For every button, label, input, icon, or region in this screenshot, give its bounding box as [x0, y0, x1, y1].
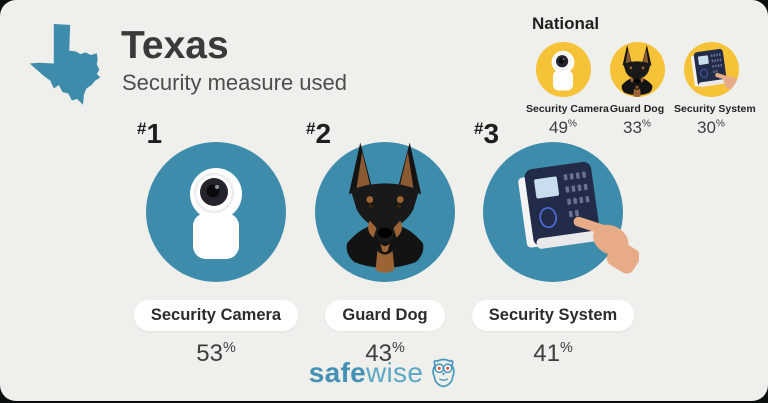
- measure-label-pill: Guard Dog: [325, 300, 445, 331]
- security-system-icon: [684, 43, 739, 97]
- page-title: Texas: [121, 24, 229, 67]
- national-item-security-system: Security System 30%: [674, 42, 756, 138]
- security-camera-icon: [541, 46, 585, 94]
- national-item-value: 33%: [602, 118, 672, 138]
- rank-number: 3: [483, 118, 500, 149]
- security-camera-icon: [166, 154, 266, 270]
- percent-sign: %: [715, 118, 725, 130]
- rank-number: 1: [146, 118, 163, 149]
- national-item-security-camera: Security Camera 49%: [526, 42, 609, 138]
- texas-state-icon: [24, 24, 118, 110]
- rank-number: 2: [315, 118, 332, 149]
- ranking-column-security-camera: #1 Security Camera 53%: [131, 116, 301, 368]
- national-value-number: 49: [549, 118, 568, 137]
- guard-dog-icon: [614, 43, 660, 97]
- national-item-label: Security System: [674, 103, 756, 115]
- rank-badge: #2: [306, 118, 331, 150]
- measure-label-pill: Security Camera: [133, 300, 299, 331]
- measure-value: 53%: [131, 340, 301, 368]
- value-number: 43: [365, 340, 392, 367]
- guard-dog-icon: [328, 130, 442, 290]
- security-system-thumbnail: [683, 42, 739, 97]
- measure-value: 43%: [300, 340, 470, 368]
- national-item-value: 30%: [674, 118, 748, 138]
- value-number: 41: [533, 340, 560, 367]
- ranking-column-security-system: #3 Security System 41%: [468, 116, 638, 368]
- percent-sign: %: [559, 340, 573, 356]
- rank-hash: #: [306, 119, 316, 138]
- national-items: Security Camera 49% Guard Dog 33% Securi…: [526, 42, 756, 138]
- rank-badge: #3: [474, 118, 499, 150]
- ranking-column-guard-dog: #2 Guard Dog 43%: [300, 116, 470, 368]
- national-item-label: Guard Dog: [609, 103, 665, 115]
- brand-bold-text: safe: [308, 356, 367, 388]
- national-title: National: [532, 14, 600, 33]
- percent-sign: %: [567, 118, 577, 130]
- brand-light-text: wise: [366, 356, 424, 388]
- rank-badge: #1: [137, 118, 162, 150]
- guard-dog-thumbnail: [609, 42, 665, 97]
- rank-hash: #: [474, 119, 484, 138]
- rank-hash: #: [137, 119, 147, 138]
- national-value-number: 30: [697, 118, 716, 137]
- national-panel: National Security Camera 49% Guard Dog 3…: [526, 14, 756, 138]
- percent-sign: %: [391, 340, 405, 356]
- percent-sign: %: [222, 340, 236, 356]
- security-camera-thumbnail: [535, 42, 591, 97]
- safewise-logo: safewise: [0, 356, 768, 389]
- national-item-guard-dog: Guard Dog 33%: [602, 42, 672, 138]
- security-camera-photo-circle: [146, 142, 286, 282]
- security-system-icon: [489, 146, 639, 274]
- national-value-number: 33: [623, 118, 642, 137]
- guard-dog-photo-circle: [315, 142, 455, 282]
- brand-wordmark: safewise: [309, 357, 423, 389]
- measure-value: 41%: [468, 340, 638, 368]
- owl-icon: [428, 356, 459, 389]
- value-number: 53: [196, 340, 223, 367]
- percent-sign: %: [641, 118, 651, 130]
- national-item-label: Security Camera: [526, 103, 609, 115]
- security-system-photo-circle: [483, 142, 623, 282]
- measure-label-pill: Security System: [471, 300, 635, 331]
- national-item-value: 49%: [526, 118, 600, 138]
- page-subtitle: Security measure used: [122, 70, 347, 95]
